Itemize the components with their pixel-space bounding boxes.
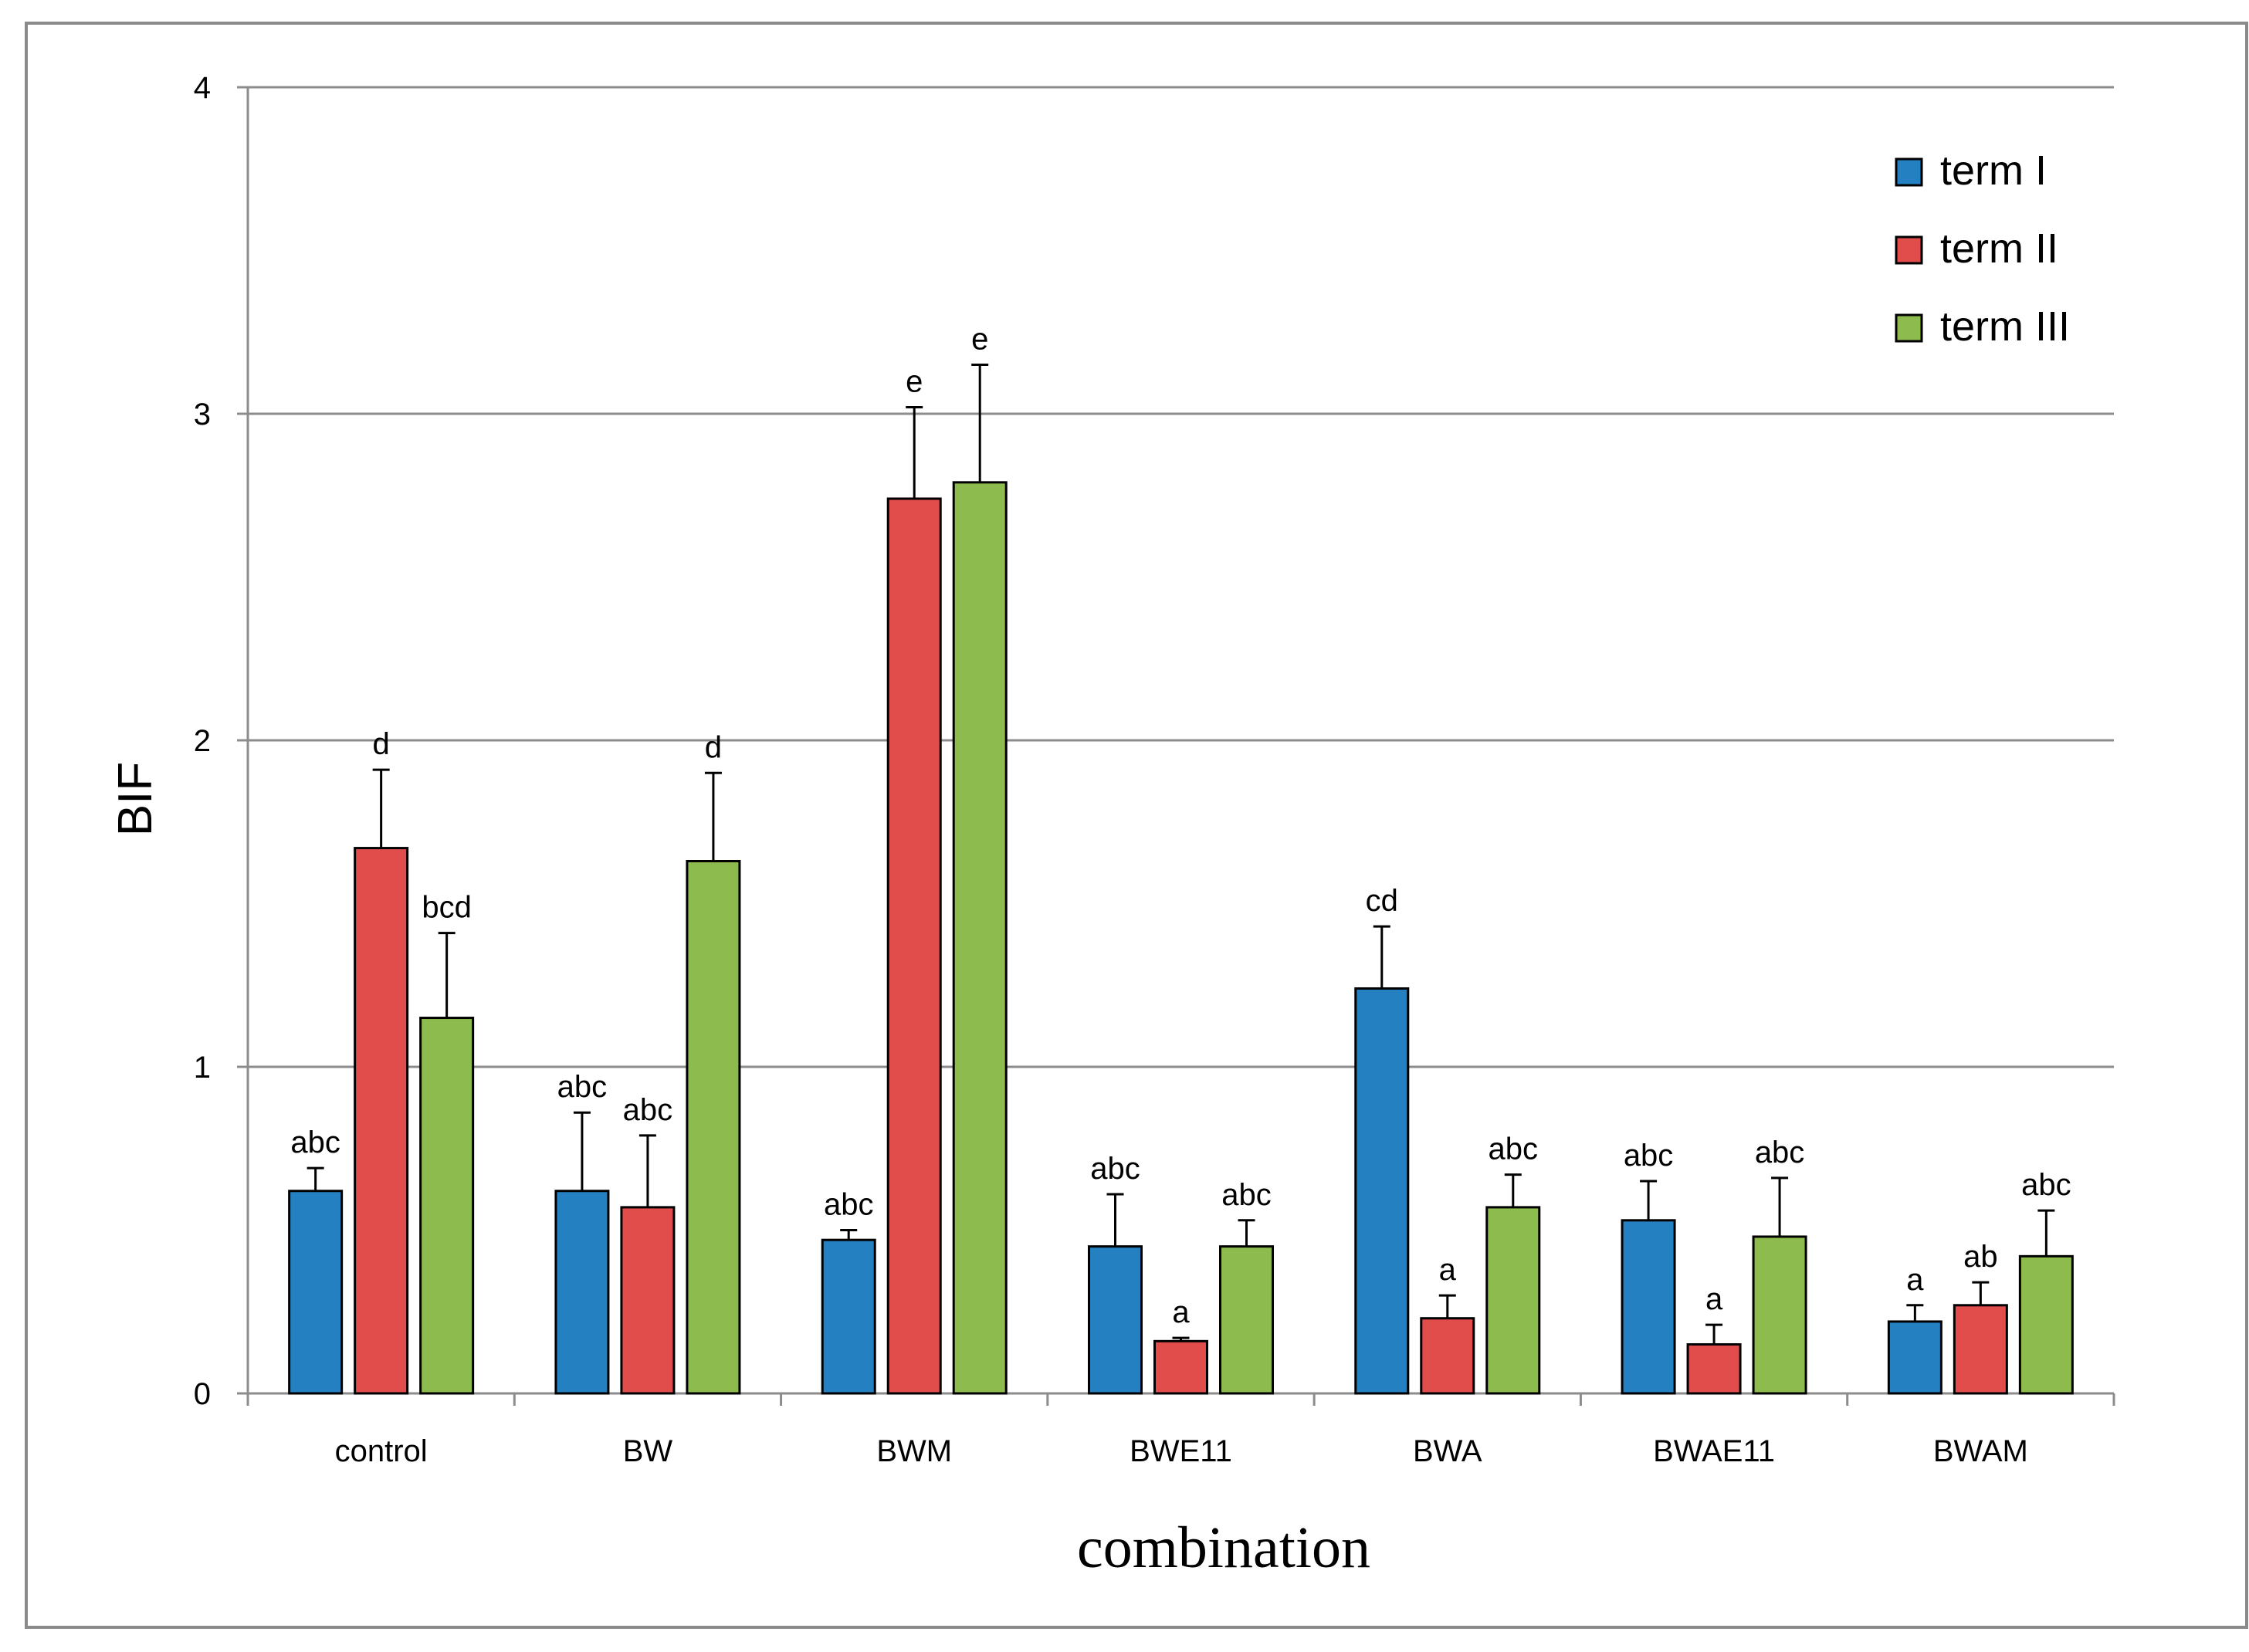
x-tick-label-bwam: BWAM [1933,1434,2028,1468]
legend-label-term-iii: term III [1940,303,2070,350]
bar-term-i-bwe11 [1088,1245,1143,1395]
bar-term-ii-bwam [1953,1304,2008,1395]
sig-label-term-ii-control: d [373,727,390,761]
bar-term-iii-bwm [952,481,1008,1395]
bar-term-iii-bwa [1485,1206,1541,1395]
bar-term-iii-bwam [2018,1254,2074,1395]
bar-term-i-control [288,1190,344,1395]
sig-label-term-i-bwa: cd [1366,884,1398,918]
bar-term-ii-bwae11 [1686,1343,1742,1395]
x-tick-label-control: control [335,1434,428,1468]
sig-label-term-i-bw: abc [557,1070,608,1104]
sig-label-term-iii-bwm: e [971,323,988,357]
bar-term-ii-control [354,847,409,1395]
bar-term-ii-bw [620,1206,676,1395]
bar-term-iii-bwe11 [1219,1245,1274,1395]
legend-label-term-i: term I [1940,147,2047,194]
bar-term-ii-bwa [1420,1317,1475,1395]
legend-swatch-term-iii [1895,313,1923,343]
sig-label-term-ii-bw: abc [623,1093,673,1127]
y-axis-title: BIF [109,762,162,836]
bar-term-i-bwam [1887,1320,1942,1395]
sig-label-term-ii-bwae11: a [1705,1282,1723,1316]
y-tick-label-3: 3 [194,398,211,432]
sig-label-term-iii-bwa: abc [1489,1132,1539,1166]
legend-swatch-term-ii [1895,235,1923,265]
sig-label-term-i-bwam: a [1906,1263,1924,1297]
sig-label-term-iii-bw: d [705,730,722,764]
x-tick-label-bwm: BWM [876,1434,952,1468]
sig-label-term-i-bwe11: abc [1090,1152,1140,1186]
sig-label-term-iii-control: bcd [422,891,472,925]
bar-term-ii-bwe11 [1153,1339,1208,1395]
legend: term I term II term III [1895,147,2070,350]
sig-label-term-ii-bwam: ab [1963,1240,1998,1274]
bars [288,481,2074,1395]
legend-label-term-ii: term II [1940,225,2058,272]
y-tick-label-2: 2 [194,724,211,758]
y-tick-label-0: 0 [194,1377,211,1411]
sig-label-term-ii-bwm: e [906,365,923,399]
sig-label-term-iii-bwam: abc [2021,1168,2071,1202]
sig-label-term-ii-bwe11: a [1172,1295,1190,1329]
bar-term-iii-bwae11 [1752,1235,1807,1395]
error-bars [307,364,2055,1345]
bar-term-i-bwm [821,1238,876,1395]
y-tick-label-4: 4 [194,71,211,105]
sig-label-term-i-bwm: abc [824,1188,874,1222]
legend-swatch-term-i [1895,157,1923,187]
bar-term-ii-bwm [886,497,942,1395]
bar-term-iii-control [419,1017,475,1395]
y-tick-label-1: 1 [194,1051,211,1085]
sig-label-term-ii-bwa: a [1439,1253,1457,1287]
sig-label-term-i-bwae11: abc [1624,1139,1674,1173]
sig-label-term-iii-bwe11: abc [1221,1178,1272,1212]
bar-term-i-bwae11 [1621,1219,1676,1395]
bar-term-i-bw [554,1190,610,1395]
sig-label-term-iii-bwae11: abc [1755,1136,1805,1170]
x-axis-title: combination [1077,1515,1370,1580]
gridlines [248,86,2114,1068]
bar-term-i-bwa [1354,987,1410,1395]
x-tick-label-bwa: BWA [1413,1434,1482,1468]
bar-term-iii-bw [686,860,741,1395]
x-tick-label-bwe11: BWE11 [1130,1434,1232,1468]
sig-label-term-i-control: abc [290,1126,340,1159]
x-tick-label-bwae11: BWAE11 [1653,1434,1775,1468]
x-tick-label-bw: BW [623,1434,673,1468]
